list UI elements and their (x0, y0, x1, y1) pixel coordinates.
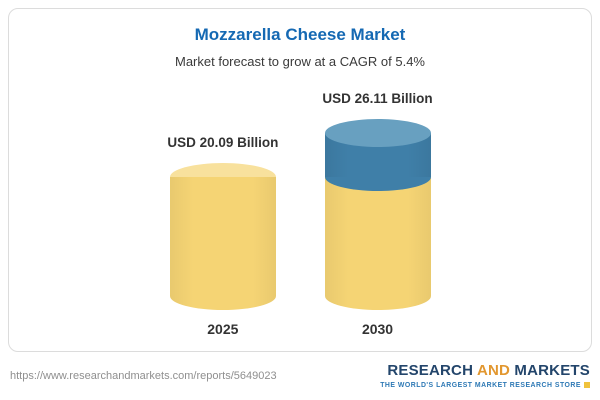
chart-area: USD 20.09 Billion 2025 USD 26.11 Billion… (9, 85, 591, 337)
chart-subtitle: Market forecast to grow at a CAGR of 5.4… (175, 54, 425, 69)
bar-cylinder-2030 (324, 119, 431, 310)
research-and-markets-logo[interactable]: RESEARCH AND MARKETS THE WORLD'S LARGEST… (380, 363, 590, 389)
footer: https://www.researchandmarkets.com/repor… (0, 352, 600, 400)
bar-cylinder-2025 (169, 163, 276, 310)
logo-wordmark: RESEARCH AND MARKETS (380, 363, 590, 380)
logo-word-and: AND (476, 362, 511, 380)
chart-card: Mozzarella Cheese Market Market forecast… (8, 8, 592, 352)
bar-value-label-2030: USD 26.11 Billion (322, 91, 433, 107)
cylinder-body-2025 (169, 177, 276, 310)
logo-word-markets: MARKETS (514, 362, 590, 380)
logo-yellow-square-icon (584, 382, 590, 389)
chart-title: Mozzarella Cheese Market (194, 25, 406, 44)
logo-tagline: THE WORLD'S LARGEST MARKET RESEARCH STOR… (380, 381, 581, 389)
bar-group-2030: USD 26.11 Billion 2030 (322, 91, 432, 337)
category-label-2025: 2025 (207, 321, 239, 337)
logo-word-research: RESEARCH (387, 362, 474, 380)
category-label-2030: 2030 (361, 321, 394, 337)
report-url-link[interactable]: https://www.researchandmarkets.com/repor… (10, 370, 277, 382)
cylinder-base-segment-2030 (324, 177, 431, 310)
cylinder-growth-top-ellipse-2030 (324, 119, 431, 148)
bar-group-2025: USD 20.09 Billion 2025 (167, 135, 278, 337)
logo-tagline-row: THE WORLD'S LARGEST MARKET RESEARCH STOR… (380, 382, 590, 389)
bar-value-label-2025: USD 20.09 Billion (167, 135, 279, 151)
